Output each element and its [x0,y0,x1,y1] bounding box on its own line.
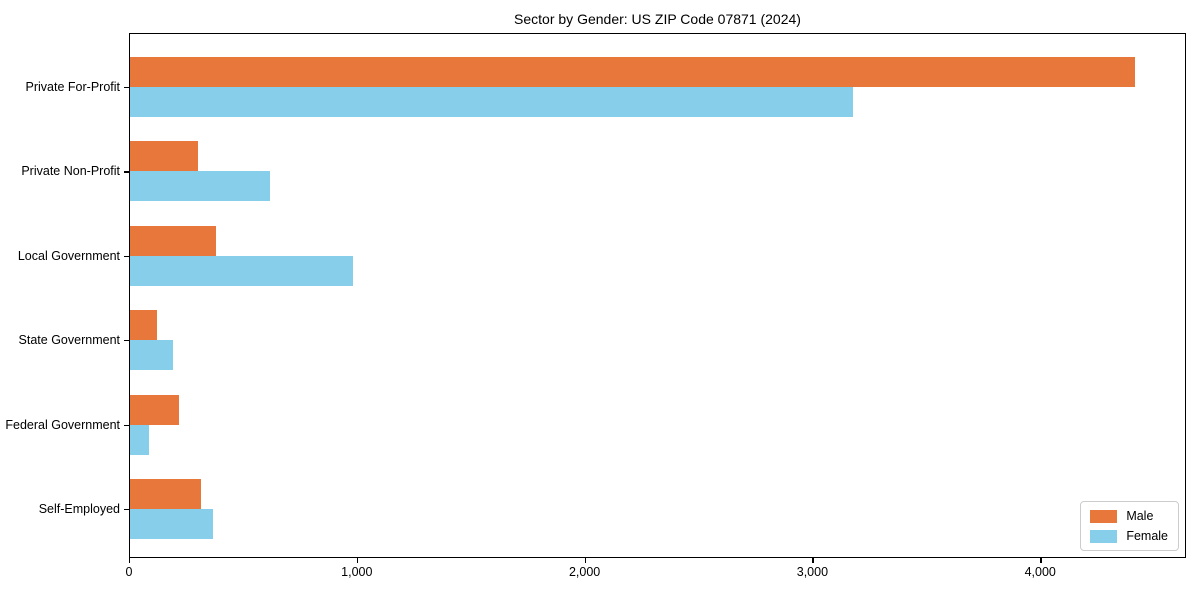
legend-label-male: Male [1126,509,1154,523]
bar-female-federal-government [129,424,150,455]
y-tick-label-private-non-profit: Private Non-Profit [21,164,120,179]
bar-female-self-employed [129,509,214,539]
legend-label-female: Female [1126,529,1168,543]
legend-swatch-male [1090,509,1118,523]
y-tick-label-federal-government: Federal Government [5,417,120,432]
chart-title: Sector by Gender: US ZIP Code 07871 (202… [514,11,801,27]
legend: Male Female [1080,501,1179,551]
bar-male-local-government [129,225,217,256]
y-tick-mark [124,509,129,511]
bar-male-self-employed [129,479,201,509]
y-tick-mark [124,171,129,173]
x-tick-label-2000: 2,000 [568,565,601,579]
x-tick-mark [1040,558,1042,563]
x-tick-label-0: 0 [125,565,133,579]
y-tick-label-local-government: Local Government [17,248,120,263]
x-tick-mark [129,558,131,563]
x-tick-label-4000: 4,000 [1024,565,1056,579]
bar-male-private-for-profit [129,57,1136,87]
bar-female-state-government [129,340,173,371]
bar-female-local-government [129,255,354,286]
bar-female-private-non-profit [129,171,270,202]
x-tick-mark [584,558,586,563]
y-tick-mark [124,87,129,89]
y-tick-label-self-employed: Self-Employed [38,502,120,516]
bar-male-private-non-profit [129,141,199,172]
y-tick-label-private-for-profit: Private For-Profit [25,80,120,94]
y-tick-mark [124,424,129,426]
plot-area: Male Female [129,33,1186,558]
y-tick-mark [124,340,129,342]
bar-female-private-for-profit [129,87,854,117]
y-tick-mark [124,255,129,258]
legend-item-male: Male [1090,509,1168,523]
bar-male-state-government [129,310,158,341]
legend-item-female: Female [1090,529,1168,543]
legend-swatch-female [1090,529,1118,543]
x-tick-label-1000: 1,000 [341,565,373,579]
x-tick-mark [356,558,359,563]
y-tick-label-state-government: State Government [18,333,120,348]
bar-male-federal-government [129,394,180,425]
x-tick-label-3000: 3,000 [796,565,829,579]
x-tick-mark [812,558,814,563]
